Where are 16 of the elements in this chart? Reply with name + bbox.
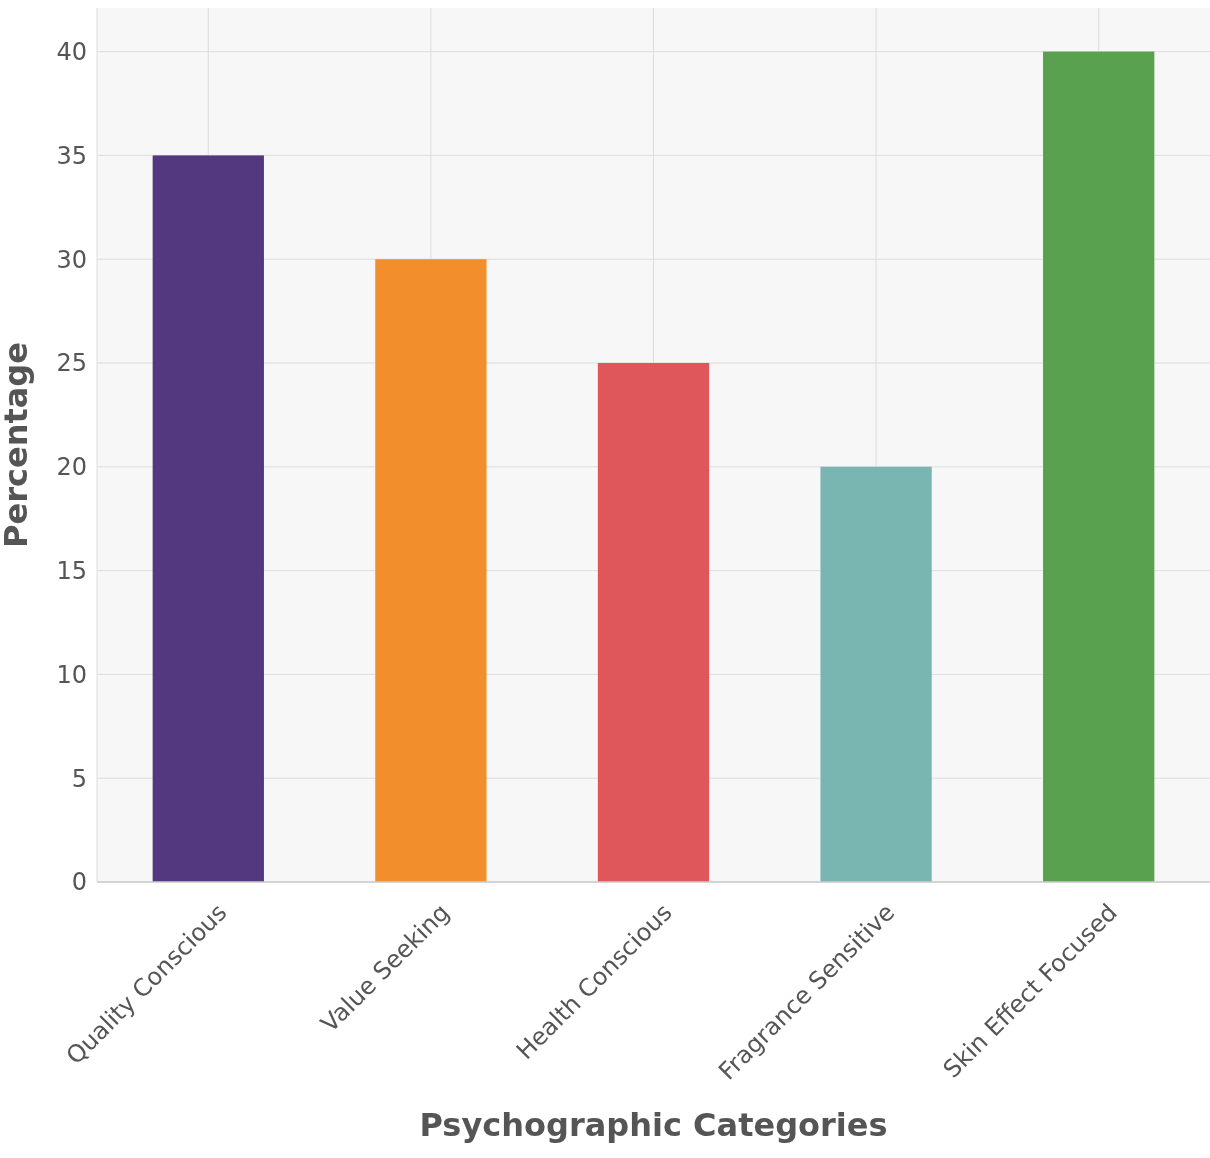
x-axis-title: Psychographic Categories: [419, 1106, 888, 1144]
y-tick-label: 20: [56, 453, 87, 482]
y-tick-label: 15: [56, 557, 87, 585]
bar: [597, 363, 710, 882]
bar: [375, 259, 487, 882]
bar: [152, 155, 264, 882]
bar: [820, 466, 932, 882]
y-axis-title: Percentage: [0, 342, 35, 548]
bar: [1043, 51, 1155, 882]
y-tick-label: 0: [71, 868, 87, 897]
y-tick-label: 5: [71, 764, 87, 793]
y-tick-label: 25: [56, 349, 87, 378]
y-tick-label: 30: [56, 245, 87, 274]
y-tick-label: 40: [56, 38, 87, 66]
y-tick-label: 35: [56, 141, 87, 170]
y-tick-label: 10: [56, 660, 87, 689]
